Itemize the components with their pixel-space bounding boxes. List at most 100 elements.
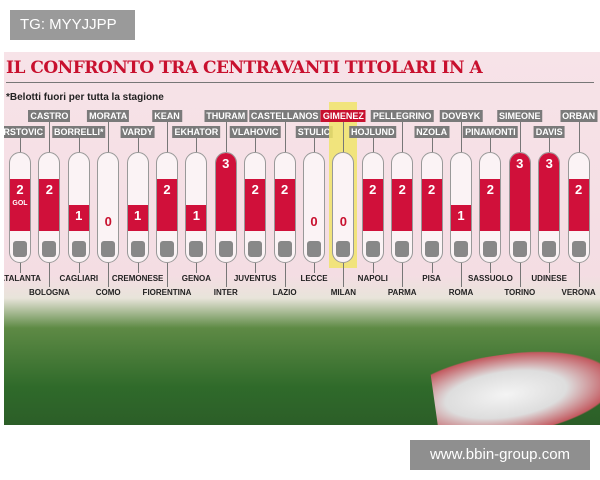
label-connector: [431, 136, 433, 152]
team-connector: [20, 263, 21, 273]
team-label: UDINESE: [531, 274, 567, 283]
team-label: VERONA: [561, 288, 596, 297]
data-label: 0: [310, 214, 318, 229]
player-label: VARDY: [120, 126, 156, 138]
team-label: COMO: [95, 288, 121, 297]
chart-note: *Belotti fuori per tutta la stagione: [6, 92, 164, 103]
team-connector: [578, 263, 580, 287]
bar-tube: 3: [214, 152, 237, 263]
team-label: PARMA: [387, 288, 417, 297]
label-connector: [549, 136, 551, 152]
player-label: DOVBYK: [439, 110, 483, 122]
bar: [157, 179, 177, 231]
tag-label: TG: MYYJJPP: [10, 10, 135, 40]
bar: [186, 205, 207, 231]
team-label: LAZIO: [272, 288, 297, 297]
team-crest-icon: [277, 241, 292, 257]
chart-title: IL CONFRONTO TRA CENTRAVANTI TITOLARI IN…: [6, 58, 483, 78]
team-crest-icon: [130, 241, 145, 257]
team-crest-icon: [189, 241, 204, 257]
team-connector: [167, 263, 168, 287]
player-label: SIMEONE: [497, 110, 543, 122]
team-connector: [519, 263, 521, 287]
team-connector: [549, 263, 551, 273]
team-crest-icon: [483, 241, 498, 257]
player-label: HOJLUND: [349, 126, 397, 138]
label-connector: [255, 136, 257, 152]
bar-tube: 2: [156, 152, 178, 263]
data-label: 2: [16, 182, 24, 197]
data-label: 3: [545, 156, 553, 171]
bar: [421, 179, 442, 231]
bar-tube: 3: [538, 152, 561, 263]
team-crest-icon: [101, 241, 116, 257]
team-crest-icon: [365, 241, 380, 257]
team-label: FIORENTINA: [142, 288, 192, 297]
player-label: EKHATOR: [172, 126, 221, 138]
data-label: 1: [457, 208, 465, 223]
team-connector: [372, 263, 374, 273]
team-crest-icon: [218, 241, 233, 257]
player-label: KEAN: [152, 110, 182, 122]
bar-tube: 0: [303, 152, 325, 263]
team-connector: [255, 263, 257, 273]
label-connector: [78, 136, 80, 152]
bar: [539, 153, 560, 231]
team-label: ATALANTA: [4, 274, 41, 283]
label-connector: [402, 120, 404, 152]
team-connector: [225, 263, 227, 287]
data-label: 3: [516, 156, 524, 171]
team-crest-icon: [248, 241, 263, 257]
data-label: 2: [280, 182, 289, 197]
team-crest-icon: [307, 241, 321, 257]
football-boot-image: [429, 339, 600, 425]
bar-tube: 2: [244, 152, 267, 263]
team-connector: [461, 263, 462, 287]
bar: [245, 179, 266, 231]
team-label: GENOA: [181, 274, 212, 283]
bar-tube: 2: [38, 152, 61, 263]
bar: [68, 205, 89, 231]
team-crest-icon: [13, 241, 27, 257]
player-label: PELLEGRINO: [370, 110, 434, 122]
team-connector: [490, 263, 492, 273]
team-connector: [196, 263, 198, 273]
label-connector: [284, 120, 286, 152]
team-label: TORINO: [504, 288, 536, 297]
label-connector: [137, 136, 139, 152]
label-connector: [490, 136, 492, 152]
bar-tube: 2 GOL: [9, 152, 31, 263]
bar: [127, 205, 148, 231]
bar: [362, 179, 383, 231]
team-label: SASSUOLO: [467, 274, 513, 283]
bar-tube: 2: [420, 152, 443, 263]
player-label: STULIC: [295, 126, 333, 138]
team-crest-icon: [512, 241, 527, 257]
infographic: IL CONFRONTO TRA CENTRAVANTI TITOLARI IN…: [4, 52, 600, 425]
team-label: ROMA: [448, 288, 474, 297]
bar: [509, 153, 530, 231]
bar-tube: 1: [126, 152, 149, 263]
bar: [480, 179, 501, 231]
bar: [10, 179, 30, 231]
bar-tube: 2: [361, 152, 384, 263]
player-label: CASTRO: [28, 110, 71, 122]
team-label: BOLOGNA: [28, 288, 70, 297]
player-label: KRSTOVIC: [4, 126, 46, 138]
team-label: LECCE: [300, 274, 328, 283]
player-label: NZOLA: [414, 126, 450, 138]
data-label: 2: [369, 182, 377, 197]
bar-tube: 1: [67, 152, 90, 263]
label-connector: [461, 120, 462, 152]
label-connector: [20, 136, 21, 152]
team-connector: [108, 263, 110, 287]
data-label: 2: [398, 182, 406, 197]
label-connector: [196, 136, 198, 152]
player-label: ORBAN: [560, 110, 598, 122]
player-label: CASTELLANOS: [248, 110, 321, 122]
bar-tube: 0: [332, 152, 355, 263]
bar-tube: 1: [185, 152, 208, 263]
team-connector: [343, 263, 345, 287]
bar-tube: 2: [273, 152, 296, 263]
data-label: 2: [163, 182, 171, 197]
